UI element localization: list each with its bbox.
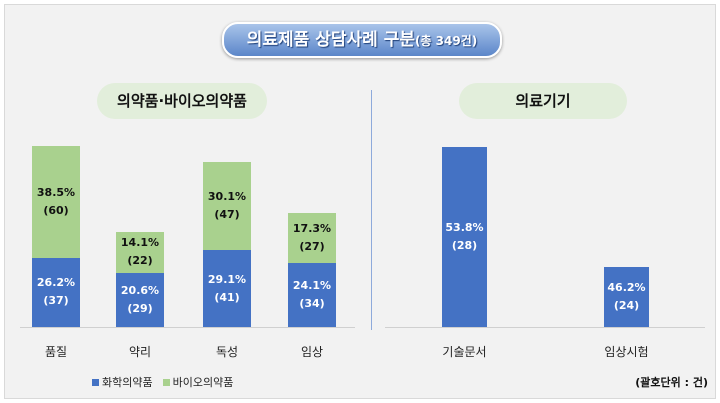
bar-device (604, 267, 649, 327)
bar-bio (32, 145, 80, 258)
count-label: (60) (43, 203, 69, 217)
percent-label: 14.1% (120, 236, 160, 250)
percent-label: 20.6% (120, 283, 160, 297)
bar-chemical (288, 263, 336, 327)
bar-chemical (116, 272, 164, 327)
legend-swatch-icon (92, 379, 99, 386)
data-label: 24.1% (34) (282, 277, 342, 313)
count-label: (22) (127, 254, 153, 268)
legend-bio: 바이오의약품 (162, 374, 234, 390)
data-label: 17.3% (27) (282, 220, 342, 256)
percent-label: 30.1% (207, 190, 247, 204)
main-title: 의료제품 상담사례 구분(총 349건) (222, 22, 502, 58)
bar-device (442, 147, 487, 327)
percent-label: 17.3% (292, 222, 332, 236)
data-label: 20.6% (29) (110, 282, 170, 318)
percent-label: 24.1% (292, 279, 332, 293)
bar-chemical (32, 257, 80, 327)
percent-label: 26.2% (36, 276, 76, 290)
data-label: 29.1% (41) (197, 271, 257, 307)
unit-note: (괄호단위 : 건) (635, 376, 708, 389)
data-label: 14.1% (22) (110, 234, 170, 270)
data-label: 38.5% (60) (26, 184, 86, 220)
right-chart-title: 의료기기 (459, 83, 627, 119)
title-text: 의료제품 상담사례 구분 (246, 30, 415, 50)
count-label: (34) (299, 297, 325, 311)
divider (371, 90, 372, 330)
category-label: 임상시험 (604, 345, 649, 359)
right-axis (385, 327, 705, 328)
title-total: (총 349건) (414, 34, 478, 48)
count-label: (41) (214, 290, 240, 304)
count-label: (28) (451, 239, 478, 252)
count-label: (24) (613, 299, 640, 312)
category-label: 약리 (128, 345, 152, 359)
count-label: (47) (214, 208, 240, 222)
bar-bio (203, 162, 251, 251)
count-label: (27) (299, 240, 325, 254)
percent-label: 46.2% (607, 281, 646, 294)
legend-chemical: 화학의약품 (92, 374, 153, 390)
category-label: 품질 (44, 345, 68, 359)
count-label: (29) (127, 301, 153, 315)
bar-bio (288, 212, 336, 264)
percent-label: 38.5% (36, 185, 76, 199)
data-label: 53.8% (28) (435, 219, 495, 255)
count-label: (37) (43, 294, 69, 308)
data-label: 30.1% (47) (197, 188, 257, 224)
bar-chemical (203, 250, 251, 327)
legend-swatch-icon (162, 379, 170, 386)
category-label: 독성 (215, 345, 239, 359)
left-chart-title: 의약품·바이오의약품 (97, 83, 267, 119)
left-axis (20, 327, 355, 328)
data-label: 26.2% (37) (26, 274, 86, 310)
percent-label: 29.1% (207, 272, 247, 286)
legend: 화학의약품 바이오의약품 (92, 374, 233, 390)
percent-label: 53.8% (445, 221, 484, 234)
legend-label: 바이오의약품 (172, 376, 234, 389)
data-label: 46.2% (24) (597, 279, 657, 315)
bar-bio (116, 231, 164, 273)
chart-frame (4, 4, 716, 399)
category-label: 임상 (300, 345, 324, 359)
category-label: 기술문서 (442, 345, 487, 359)
legend-label: 화학의약품 (102, 376, 153, 389)
